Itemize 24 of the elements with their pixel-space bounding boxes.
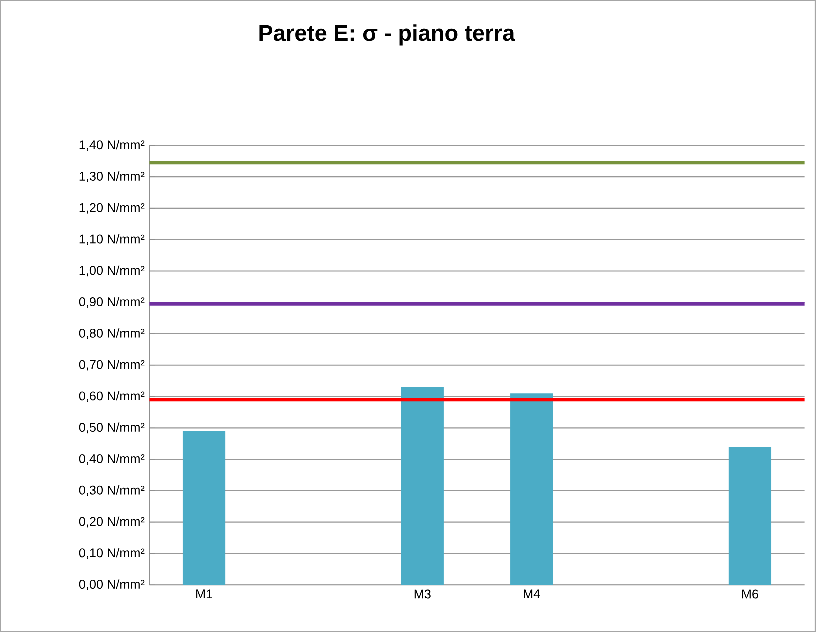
y-tick-label: 0,40 N/mm² (79, 454, 145, 465)
y-tick-label: 0,90 N/mm² (79, 297, 145, 308)
y-tick-label: 1,30 N/mm² (80, 172, 145, 182)
y-tick-label: 0,10 N/mm² (79, 548, 145, 560)
bar (182, 431, 226, 585)
y-tick-label: 0,50 N/mm² (79, 422, 145, 434)
y-tick-label: 0,60 N/mm² (79, 391, 145, 402)
y-tick-label: 0,30 N/mm² (79, 485, 145, 496)
x-tick-label: M6 (742, 590, 758, 599)
x-tick-label: M4 (524, 590, 540, 598)
y-tick-label: 0,20 N/mm² (79, 516, 145, 528)
x-tick-label: M1 (196, 590, 212, 598)
bar (401, 387, 444, 585)
bar (728, 446, 772, 585)
y-tick-label: 0,70 N/mm² (79, 360, 145, 371)
y-tick-label: 1,10 N/mm² (80, 234, 145, 246)
y-tick-label: 0,00 N/mm² (79, 580, 145, 590)
x-tick-label: M3 (414, 590, 431, 599)
y-tick-label: 1,40 N/mm² (80, 140, 145, 151)
y-tick-label: 1,20 N/mm² (80, 202, 145, 214)
y-tick-label: 1,00 N/mm² (80, 266, 145, 277)
y-tick-label: 0,80 N/mm² (79, 328, 145, 340)
bar (510, 394, 554, 585)
chart-title: Parete E: σ - piano terra (260, 24, 516, 46)
